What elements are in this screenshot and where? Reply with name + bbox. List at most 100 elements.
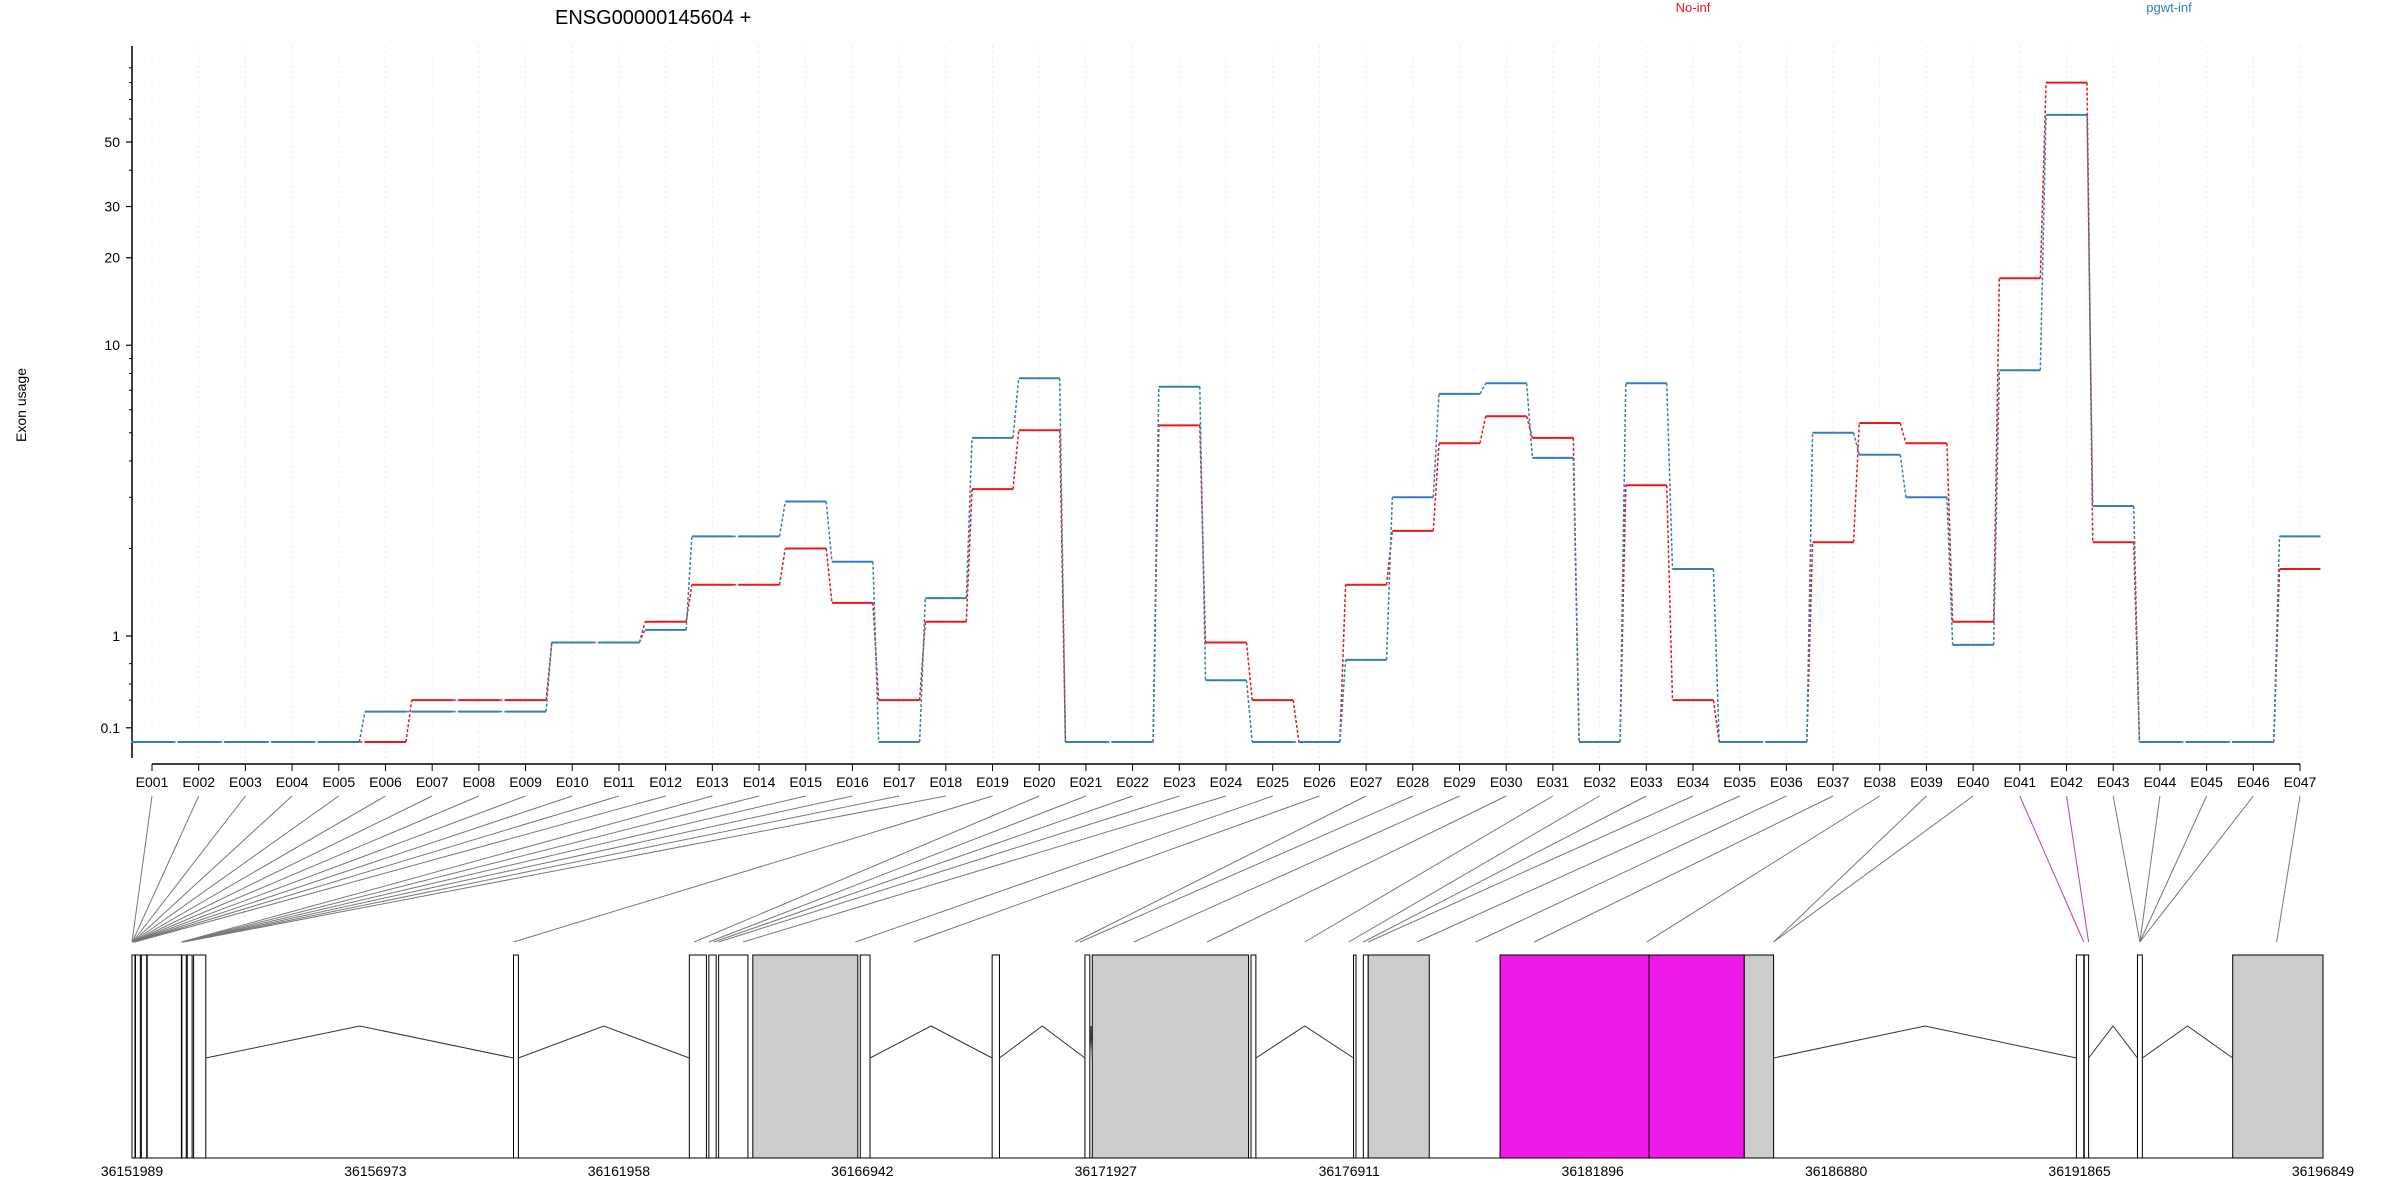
connector-No-inf: [2086, 82, 2094, 543]
connector-pgwt-inf: [1852, 432, 1860, 455]
y-tick-label: 0.1: [101, 720, 121, 736]
y-tick-label: 1: [112, 628, 120, 644]
connector-No-inf: [1665, 485, 1674, 701]
connector-pgwt-inf: [685, 536, 693, 630]
exon-box: [752, 954, 859, 1159]
genome-tick-36176911: 36176911: [1319, 1163, 1380, 1179]
genome-tick-36191865: 36191865: [2048, 1163, 2111, 1179]
exon-connector-E018: [183, 795, 946, 943]
x-tick-label-E007: E007: [416, 774, 449, 790]
exon-connector-E046: [2139, 795, 2254, 943]
connector-No-inf: [1619, 485, 1627, 743]
genome-tick-36186880: 36186880: [1805, 1163, 1868, 1179]
exon-box: [1367, 954, 1430, 1159]
connector-No-inf: [965, 489, 973, 622]
genome-tick-36196849: 36196849: [2292, 1163, 2355, 1179]
connector-pgwt-inf: [1619, 383, 1627, 743]
exon-connector-E014: [181, 795, 760, 943]
connector-pgwt-inf: [965, 437, 973, 599]
connector-No-inf: [778, 548, 786, 585]
x-tick-label-E018: E018: [929, 774, 962, 790]
exon-connector-E009: [133, 795, 526, 943]
x-tick-label-E002: E002: [182, 774, 215, 790]
exon-connector-E010: [134, 795, 573, 943]
exon-box: [1353, 954, 1357, 1159]
connector-pgwt-inf: [1432, 393, 1440, 498]
exon-box: [1648, 954, 1745, 1159]
connector-No-inf: [1899, 422, 1907, 444]
connector-pgwt-inf: [1525, 383, 1534, 458]
x-tick-label-E029: E029: [1443, 774, 1476, 790]
intron-line: [1089, 1025, 1093, 1059]
exon-labels: E001 E002 E003 E004 E005 E006 E007 E008 E009 E010…: [136, 764, 2317, 790]
connector-pgwt-inf: [2273, 536, 2281, 743]
x-tick-label-E026: E026: [1303, 774, 1336, 790]
intron-line: [205, 1025, 514, 1059]
exon-box: [2075, 954, 2085, 1159]
exon-box: [512, 954, 519, 1159]
x-tick-label-E024: E024: [1210, 774, 1243, 790]
exon-connector-E013: [181, 795, 713, 943]
connector-pgwt-inf: [778, 501, 786, 537]
genome-tick-36181896: 36181896: [1562, 1163, 1625, 1179]
genome-tick-36156973: 36156973: [344, 1163, 407, 1179]
x-tick-label-E047: E047: [2284, 774, 2317, 790]
exon-connector-E029: [1133, 795, 1460, 943]
gridlines: [151, 46, 2301, 758]
exon-box: [193, 954, 207, 1159]
connector-pgwt-inf: [918, 598, 927, 743]
intron-line: [518, 1025, 690, 1059]
x-tick-label-E012: E012: [649, 774, 682, 790]
exon-connector-E012: [134, 795, 666, 943]
connector-pgwt-inf: [825, 501, 833, 562]
exon-box: [186, 954, 193, 1159]
chart-title: ENSG00000145604 +: [555, 7, 751, 29]
x-tick-label-E010: E010: [556, 774, 589, 790]
connector-No-inf: [825, 548, 833, 603]
exon-connector-E027: [1074, 795, 1367, 943]
x-tick-label-E003: E003: [229, 774, 262, 790]
intron-line: [2142, 1025, 2233, 1059]
intron-line: [2088, 1025, 2138, 1059]
connector-pgwt-inf: [1339, 659, 1347, 743]
y-axis-label: Exon usage: [13, 368, 29, 442]
exon-connector-E017: [183, 795, 900, 943]
x-tick-label-E005: E005: [322, 774, 355, 790]
genome-tick-36161958: 36161958: [588, 1163, 651, 1179]
exon-box: [2136, 954, 2143, 1159]
exon-connector-E030: [1206, 795, 1507, 943]
exon-box: [708, 954, 717, 1159]
x-tick-label-E022: E022: [1116, 774, 1149, 790]
connector-pgwt-inf: [1479, 382, 1487, 395]
connector-pgwt-inf: [1806, 432, 1814, 743]
series-lines: [131, 81, 2321, 743]
exon-connector-E047: [2276, 795, 2301, 943]
connector-No-inf: [685, 584, 693, 622]
exon-box: [1362, 954, 1369, 1159]
x-tick-label-E027: E027: [1350, 774, 1383, 790]
exon-connector-E041: [2019, 795, 2085, 943]
x-tick-label-E023: E023: [1163, 774, 1196, 790]
x-tick-label-E006: E006: [369, 774, 402, 790]
exon-box: [1743, 954, 1775, 1159]
connector-pgwt-inf: [1012, 378, 1020, 438]
exon-box: [688, 954, 707, 1159]
exon-box: [2083, 954, 2090, 1159]
exon-connector-E044: [2139, 795, 2161, 943]
y-tick-label: 20: [104, 250, 120, 266]
x-tick-label-E016: E016: [836, 774, 869, 790]
intron-line: [869, 1025, 993, 1059]
exon-connector-E037: [1534, 795, 1834, 943]
connector-pgwt-inf: [1992, 370, 2001, 645]
exon-box: [181, 954, 187, 1159]
x-tick-label-E021: E021: [1070, 774, 1103, 790]
exon-connector-E002: [131, 795, 200, 943]
exon-connector-E016: [182, 795, 853, 943]
connector-No-inf: [638, 621, 646, 643]
connector-No-inf: [872, 602, 880, 701]
exon-connector-E005: [132, 795, 340, 943]
exon-connector-E025: [855, 795, 1273, 943]
exon-connectors: [131, 795, 2301, 943]
connector-pgwt-inf: [1385, 497, 1394, 660]
intron-line: [1773, 1025, 2077, 1059]
